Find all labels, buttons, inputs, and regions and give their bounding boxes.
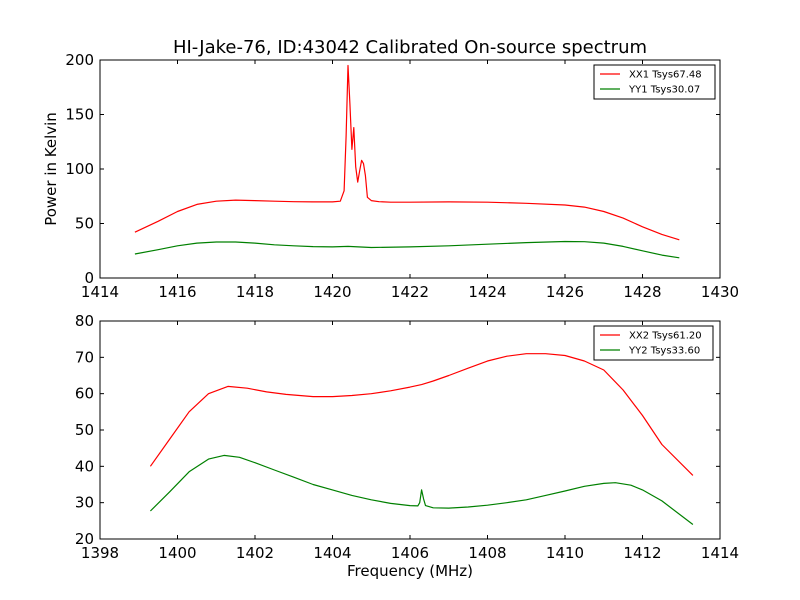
- ticks-bottom: 1398 1400 1402 1404 1406 1408 1410 1412 1414 20 30…: [75, 312, 739, 562]
- x-tick-label: 1416: [158, 283, 196, 301]
- series-line-yy1: [134, 240, 680, 259]
- y-tick-label: 150: [65, 106, 94, 124]
- x-tick-label: 1430: [701, 283, 739, 301]
- x-tick-label: 1414: [81, 283, 119, 301]
- x-tick-label: 1420: [313, 283, 351, 301]
- legend-bottom: XX2 Tsys61.20 YY2 Tsys33.60: [593, 325, 714, 361]
- y-tick-label: 50: [75, 421, 94, 439]
- x-tick-label: 1400: [158, 544, 196, 562]
- series-line-xx2: [149, 353, 694, 476]
- plot-area-top: [134, 64, 680, 259]
- series-line-yy2: [149, 454, 694, 525]
- y-tick-label: 60: [75, 385, 94, 403]
- legend-box-bottom: [593, 325, 714, 361]
- y-axis-label-top: Power in Kelvin: [42, 112, 60, 226]
- x-tick-label: 1426: [546, 283, 584, 301]
- y-tick-label: 0: [84, 269, 94, 287]
- y-tick-label: 200: [65, 51, 94, 69]
- x-tick-label: 1404: [313, 544, 351, 562]
- x-tick-label: 1422: [391, 283, 429, 301]
- legend-label-xx2: XX2 Tsys61.20: [629, 331, 702, 342]
- y-tick-label: 50: [75, 215, 94, 233]
- legend-label-yy2: YY2 Tsys33.60: [628, 346, 700, 357]
- x-tick-label: 1428: [623, 283, 661, 301]
- panel-top: HI-Jake-76, ID:43042 Calibrated On-sourc…: [42, 37, 739, 301]
- x-tick-label: 1406: [391, 544, 429, 562]
- plot-area-bottom: [149, 353, 694, 525]
- legend-label-xx1: XX1 Tsys67.48: [629, 70, 702, 81]
- x-tick-label: 1418: [236, 283, 274, 301]
- chart-title: HI-Jake-76, ID:43042 Calibrated On-sourc…: [173, 37, 647, 58]
- x-tick-label: 1408: [468, 544, 506, 562]
- legend-top: XX1 Tsys67.48 YY1 Tsys30.07: [593, 64, 716, 100]
- x-tick-label: 1412: [623, 544, 661, 562]
- y-tick-label: 40: [75, 457, 94, 475]
- x-tick-label: 1402: [236, 544, 274, 562]
- x-tick-label: 1410: [546, 544, 584, 562]
- y-tick-label: 100: [65, 160, 94, 178]
- legend-box-top: [593, 64, 716, 100]
- y-tick-label: 20: [75, 530, 94, 548]
- series-line-xx1: [134, 64, 680, 241]
- x-tick-label: 1398: [81, 544, 119, 562]
- legend-label-yy1: YY1 Tsys30.07: [628, 85, 700, 96]
- x-tick-label: 1414: [701, 544, 739, 562]
- y-tick-label: 30: [75, 494, 94, 512]
- y-tick-label: 70: [75, 348, 94, 366]
- ticks-top: 1414 1416 1418 1420 1422 1424 1426 1428 1430 0 50 1…: [65, 51, 739, 301]
- x-axis-label-bottom: Frequency (MHz): [347, 562, 473, 580]
- y-tick-label: 80: [75, 312, 94, 330]
- x-tick-label: 1424: [468, 283, 506, 301]
- panel-bottom: Frequency (MHz) 1398 1400 1402 1404 1406 1408…: [75, 312, 739, 580]
